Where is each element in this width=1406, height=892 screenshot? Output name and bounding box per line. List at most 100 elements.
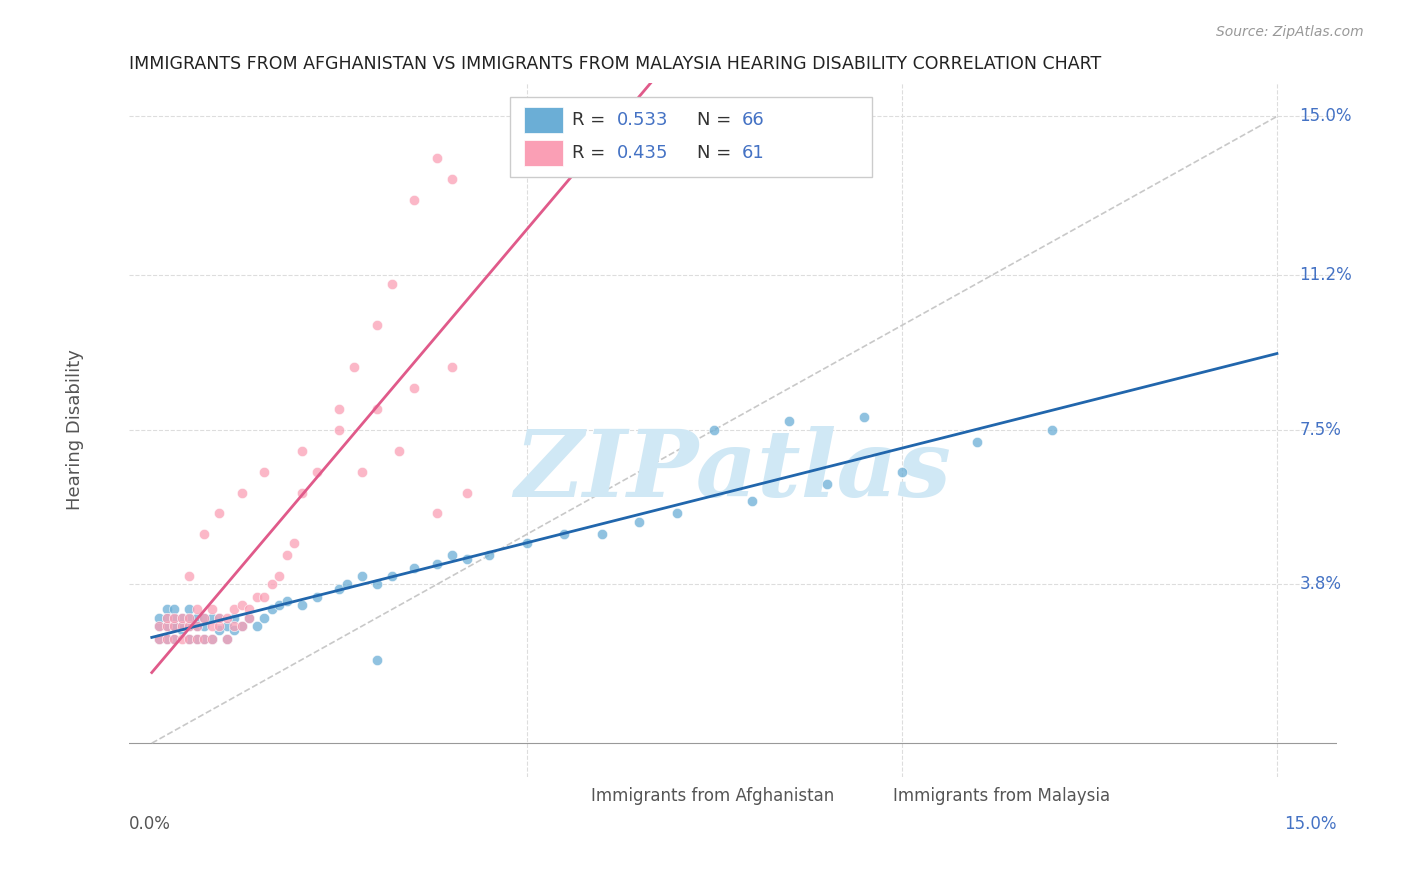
Point bbox=[238, 611, 260, 625]
Point bbox=[591, 527, 613, 541]
Point bbox=[156, 611, 179, 625]
Text: N =: N = bbox=[697, 111, 737, 128]
Point bbox=[186, 632, 208, 646]
Point bbox=[193, 611, 215, 625]
Point bbox=[253, 465, 276, 479]
Point bbox=[215, 619, 238, 633]
Point bbox=[404, 381, 426, 395]
Point bbox=[231, 599, 253, 613]
FancyBboxPatch shape bbox=[553, 783, 582, 808]
Point bbox=[426, 557, 449, 571]
Text: N =: N = bbox=[697, 145, 737, 162]
Point bbox=[201, 602, 224, 616]
Text: 7.5%: 7.5% bbox=[1299, 421, 1341, 439]
Point bbox=[966, 435, 988, 450]
FancyBboxPatch shape bbox=[524, 107, 562, 133]
Point bbox=[1040, 423, 1063, 437]
Text: 15.0%: 15.0% bbox=[1285, 814, 1337, 833]
Point bbox=[215, 611, 238, 625]
Point bbox=[156, 632, 179, 646]
Point bbox=[163, 632, 186, 646]
Point bbox=[665, 507, 688, 521]
Point bbox=[201, 619, 224, 633]
Point bbox=[201, 632, 224, 646]
Point bbox=[516, 535, 538, 549]
Point bbox=[291, 599, 314, 613]
Point bbox=[440, 360, 463, 375]
Point bbox=[253, 611, 276, 625]
Point bbox=[201, 611, 224, 625]
Point bbox=[208, 619, 231, 633]
Point bbox=[179, 632, 201, 646]
Point bbox=[148, 619, 170, 633]
Point bbox=[628, 515, 651, 529]
Point bbox=[179, 569, 201, 583]
Point bbox=[238, 611, 260, 625]
Point bbox=[163, 611, 186, 625]
Point bbox=[193, 632, 215, 646]
Point bbox=[148, 611, 170, 625]
Point bbox=[336, 577, 359, 591]
Text: 15.0%: 15.0% bbox=[1299, 107, 1353, 126]
Point bbox=[269, 569, 291, 583]
Point bbox=[343, 360, 366, 375]
Text: 3.8%: 3.8% bbox=[1299, 575, 1341, 593]
Point bbox=[163, 619, 186, 633]
Text: 11.2%: 11.2% bbox=[1299, 266, 1353, 285]
Point bbox=[163, 602, 186, 616]
Point bbox=[381, 277, 404, 291]
Text: R =: R = bbox=[572, 145, 612, 162]
Point bbox=[426, 507, 449, 521]
Point bbox=[328, 423, 350, 437]
Point bbox=[186, 619, 208, 633]
Point bbox=[456, 552, 478, 566]
Point bbox=[260, 602, 283, 616]
Text: ZIPatlas: ZIPatlas bbox=[515, 426, 952, 516]
Point bbox=[179, 611, 201, 625]
Point bbox=[366, 318, 388, 333]
Point bbox=[156, 619, 179, 633]
Point bbox=[404, 560, 426, 574]
Point bbox=[179, 632, 201, 646]
Point bbox=[163, 619, 186, 633]
Point bbox=[179, 611, 201, 625]
Point bbox=[156, 632, 179, 646]
Point bbox=[283, 535, 305, 549]
Point bbox=[703, 423, 725, 437]
Point bbox=[193, 619, 215, 633]
Point bbox=[208, 611, 231, 625]
Point bbox=[426, 151, 449, 165]
Point bbox=[148, 632, 170, 646]
Point bbox=[853, 410, 876, 425]
Point bbox=[148, 619, 170, 633]
Text: 0.0%: 0.0% bbox=[129, 814, 172, 833]
Point bbox=[186, 602, 208, 616]
Point bbox=[231, 619, 253, 633]
Point bbox=[305, 465, 328, 479]
Point bbox=[238, 602, 260, 616]
Point bbox=[170, 624, 193, 638]
Point bbox=[156, 619, 179, 633]
Point bbox=[170, 611, 193, 625]
Point bbox=[156, 602, 179, 616]
Point bbox=[815, 477, 838, 491]
Point bbox=[193, 611, 215, 625]
Point bbox=[224, 602, 246, 616]
Point bbox=[478, 548, 501, 562]
Point bbox=[246, 590, 269, 604]
Point bbox=[179, 602, 201, 616]
Text: Immigrants from Malaysia: Immigrants from Malaysia bbox=[893, 787, 1109, 805]
Point bbox=[260, 577, 283, 591]
Point bbox=[246, 619, 269, 633]
Point bbox=[388, 443, 411, 458]
Point bbox=[741, 493, 763, 508]
Point bbox=[179, 619, 201, 633]
Point bbox=[170, 632, 193, 646]
Text: IMMIGRANTS FROM AFGHANISTAN VS IMMIGRANTS FROM MALAYSIA HEARING DISABILITY CORRE: IMMIGRANTS FROM AFGHANISTAN VS IMMIGRANT… bbox=[129, 55, 1101, 73]
Point bbox=[456, 485, 478, 500]
Point bbox=[366, 401, 388, 416]
Point bbox=[328, 582, 350, 596]
Point bbox=[890, 465, 912, 479]
Text: 0.435: 0.435 bbox=[617, 145, 669, 162]
Point bbox=[276, 594, 298, 608]
